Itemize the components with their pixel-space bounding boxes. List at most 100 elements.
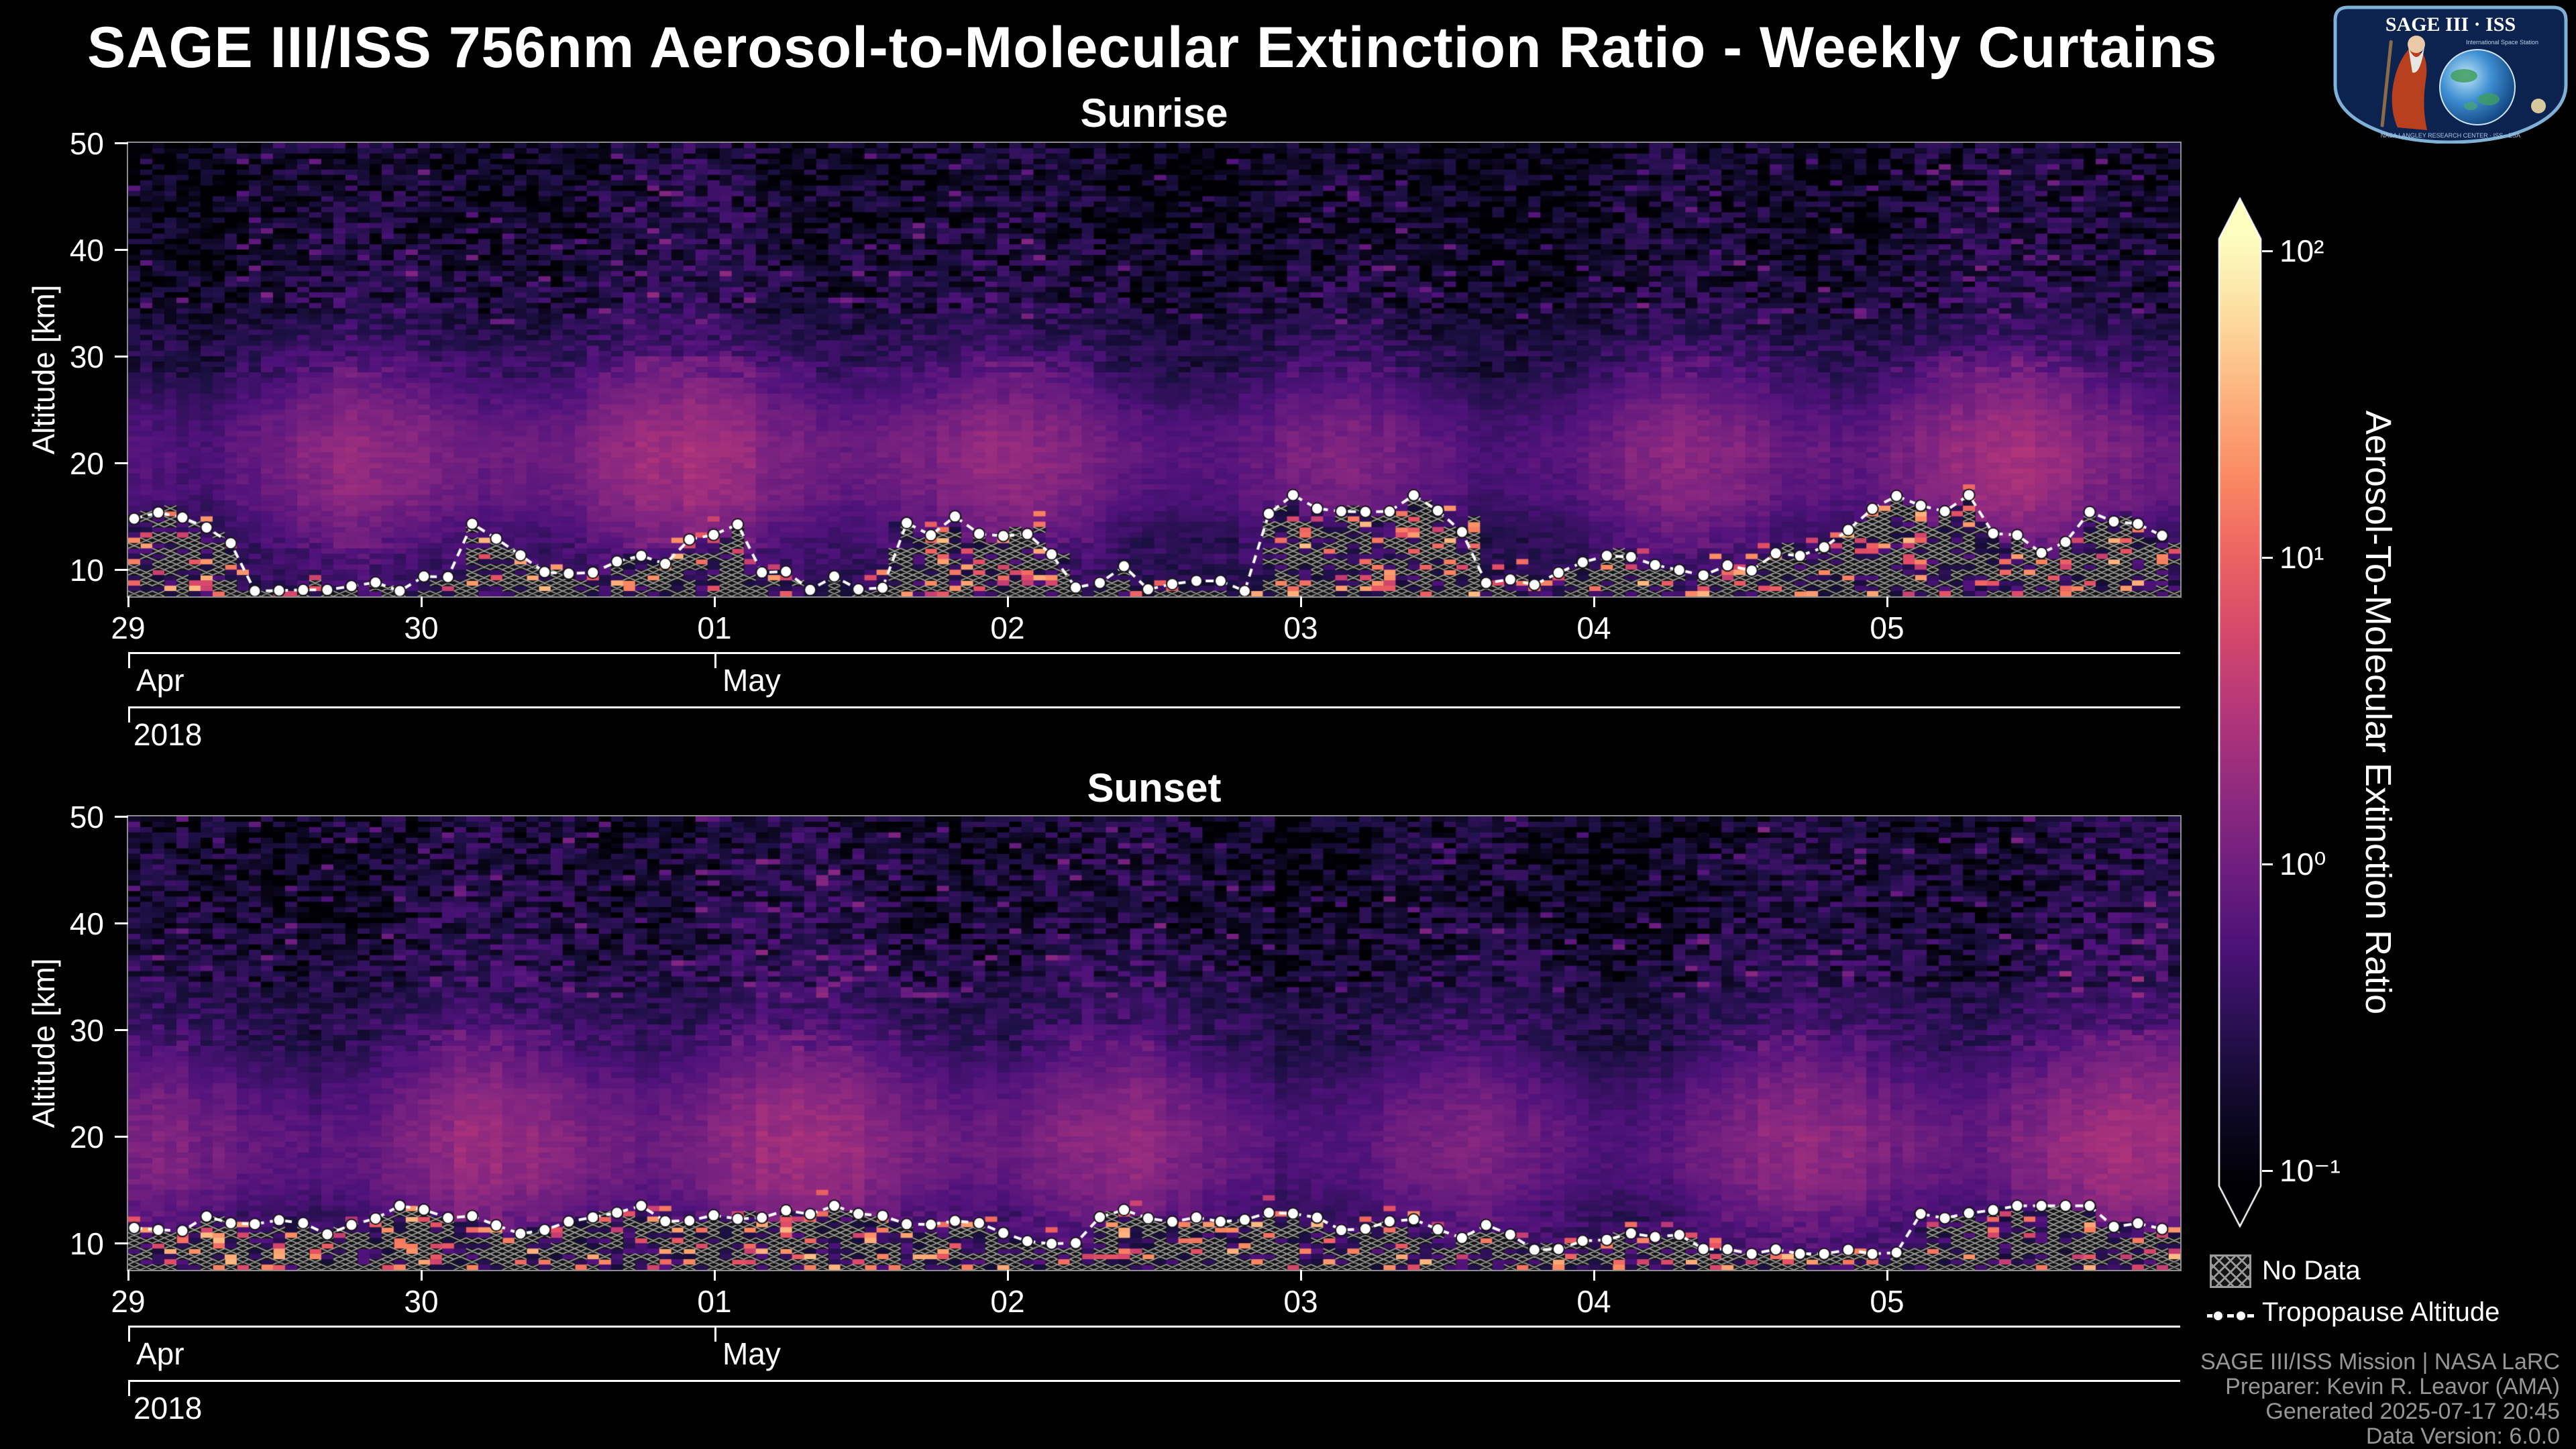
colorbar-label: Aerosol-To-Molecular Extinction Ratio bbox=[2358, 410, 2398, 1015]
x-tick-label: 29 bbox=[111, 1284, 146, 1319]
x-tick-label: 01 bbox=[697, 610, 732, 645]
logo-earth-icon bbox=[2439, 49, 2516, 125]
mission-logo: SAGE III · ISS International Space Stati… bbox=[2333, 5, 2568, 144]
x-tick-mark bbox=[1299, 1270, 1302, 1281]
logo-wizard-staff bbox=[2380, 40, 2393, 127]
y-tick-mark bbox=[115, 1242, 128, 1244]
y-tick-mark bbox=[115, 815, 128, 818]
x-tick-label: 02 bbox=[990, 1284, 1025, 1319]
y-tick-mark bbox=[115, 248, 128, 251]
footer-line: SAGE III/ISS Mission | NASA LaRC bbox=[2200, 1349, 2560, 1375]
x-tick-label: 30 bbox=[404, 1284, 439, 1319]
colorbar-tick-mark bbox=[2262, 250, 2273, 252]
y-tick-label: 30 bbox=[69, 339, 104, 375]
colorbar-tick-label: 10¹ bbox=[2279, 540, 2324, 576]
x-tick-mark bbox=[1593, 596, 1595, 607]
colorbar-tick-mark bbox=[2262, 863, 2273, 865]
x-tick-label: 01 bbox=[697, 1284, 732, 1319]
month-label: May bbox=[722, 1336, 781, 1371]
y-tick-label: 20 bbox=[69, 446, 104, 482]
x-tick-mark bbox=[127, 1270, 129, 1281]
year-axis-line bbox=[128, 706, 2180, 708]
y-tick-label: 50 bbox=[69, 126, 104, 161]
tropopause-dash bbox=[2207, 1314, 2254, 1318]
x-tick-label: 02 bbox=[990, 610, 1025, 645]
month-tick-mark bbox=[714, 652, 716, 668]
footer-line: Preparer: Kevin R. Leavor (AMA) bbox=[2225, 1374, 2560, 1399]
logo-station-text: International Space Station bbox=[2466, 39, 2538, 46]
logo-moon-icon bbox=[2531, 99, 2546, 113]
logo-earth-land bbox=[2478, 93, 2500, 105]
month-tick-mark bbox=[128, 652, 130, 668]
y-tick-label: 50 bbox=[69, 800, 104, 835]
y-tick-label: 30 bbox=[69, 1013, 104, 1049]
page-title: SAGE III/ISS 756nm Aerosol-to-Molecular … bbox=[87, 15, 2218, 80]
x-tick-mark bbox=[713, 1270, 716, 1281]
y-tick-label: 10 bbox=[69, 1226, 104, 1262]
x-tick-mark bbox=[127, 596, 129, 607]
no-data-legend-label: No Data bbox=[2262, 1256, 2361, 1285]
year-label: 2018 bbox=[133, 717, 203, 752]
logo-title: SAGE III · ISS bbox=[2385, 13, 2516, 36]
colorbar-tick-label: 10² bbox=[2279, 233, 2324, 269]
y-tick-mark bbox=[115, 922, 128, 924]
logo-wizard-head bbox=[2408, 36, 2425, 53]
x-tick-mark bbox=[1006, 596, 1009, 607]
x-tick-label: 05 bbox=[1870, 1284, 1904, 1319]
y-tick-mark bbox=[115, 142, 128, 144]
panel-title-sunset: Sunset bbox=[1087, 765, 1222, 810]
x-tick-label: 03 bbox=[1283, 1284, 1318, 1319]
year-label: 2018 bbox=[133, 1391, 203, 1426]
x-tick-mark bbox=[1886, 1270, 1888, 1281]
logo-ring-text: NASA LANGLEY RESEARCH CENTER · ISS · ESA bbox=[2381, 132, 2520, 139]
footer-line: Generated 2025-07-17 20:45 bbox=[2265, 1399, 2560, 1424]
y-tick-label: 10 bbox=[69, 553, 104, 588]
footer-line: Data Version: 6.0.0 bbox=[2365, 1424, 2560, 1449]
tropopause-dot bbox=[2212, 1310, 2224, 1322]
month-tick-mark bbox=[714, 1326, 716, 1342]
sunrise-heatmap bbox=[128, 143, 2180, 596]
footer-credits: SAGE III/ISS Mission | NASA LaRC Prepare… bbox=[2200, 1350, 2560, 1449]
x-tick-label: 29 bbox=[111, 610, 146, 645]
x-tick-label: 30 bbox=[404, 610, 439, 645]
tropopause-legend-label: Tropopause Altitude bbox=[2262, 1297, 2500, 1327]
panel-title-sunrise: Sunrise bbox=[1080, 91, 1228, 136]
tropopause-dot bbox=[2235, 1310, 2247, 1322]
x-tick-mark bbox=[1299, 596, 1302, 607]
x-tick-label: 05 bbox=[1870, 610, 1904, 645]
x-tick-mark bbox=[713, 596, 716, 607]
year-tick-mark bbox=[128, 1380, 130, 1396]
y-tick-mark bbox=[115, 1028, 128, 1031]
month-label: Apr bbox=[136, 1336, 184, 1371]
sunrise-curtain-canvas bbox=[128, 143, 2180, 596]
year-tick-mark bbox=[128, 706, 130, 722]
colorbar-tick-mark bbox=[2262, 1169, 2273, 1172]
x-tick-mark bbox=[420, 596, 423, 607]
x-tick-label: 03 bbox=[1283, 610, 1318, 645]
month-label: May bbox=[722, 663, 781, 698]
y-tick-label: 40 bbox=[69, 906, 104, 942]
y-tick-mark bbox=[115, 568, 128, 571]
month-label: Apr bbox=[136, 663, 184, 698]
y-tick-label: 20 bbox=[69, 1120, 104, 1155]
y-tick-mark bbox=[115, 355, 128, 358]
colorbar-tick-label: 10⁻¹ bbox=[2279, 1153, 2341, 1189]
no-data-legend-icon bbox=[2210, 1254, 2251, 1288]
sunset-heatmap bbox=[128, 816, 2180, 1270]
tropopause-legend-icon bbox=[2207, 1309, 2254, 1322]
month-axis-line bbox=[128, 1326, 2180, 1328]
y-tick-label: 40 bbox=[69, 233, 104, 268]
colorbar-tick-label: 10⁰ bbox=[2279, 847, 2326, 882]
logo-wizard-robe bbox=[2392, 50, 2427, 130]
y-tick-mark bbox=[115, 1135, 128, 1138]
month-axis-line bbox=[128, 652, 2180, 654]
month-tick-mark bbox=[128, 1326, 130, 1342]
colorbar bbox=[2218, 197, 2262, 1228]
x-tick-mark bbox=[420, 1270, 423, 1281]
logo-wizard-beard bbox=[2408, 47, 2424, 73]
x-tick-mark bbox=[1593, 1270, 1595, 1281]
x-tick-label: 04 bbox=[1576, 610, 1611, 645]
logo-earth-land bbox=[2451, 69, 2477, 83]
x-tick-mark bbox=[1006, 1270, 1009, 1281]
